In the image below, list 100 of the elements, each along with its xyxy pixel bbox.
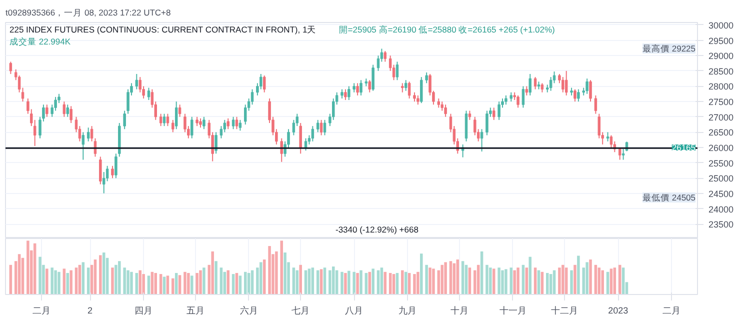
candlestick bbox=[384, 50, 387, 62]
candlestick bbox=[135, 73, 138, 90]
candlestick bbox=[214, 132, 218, 154]
candlestick bbox=[492, 107, 496, 120]
bar bbox=[601, 270, 604, 294]
bar bbox=[401, 270, 404, 294]
bar bbox=[50, 268, 54, 294]
y-tick-label: 26500 bbox=[708, 128, 734, 138]
bar bbox=[138, 270, 142, 294]
bar bbox=[118, 261, 121, 294]
candlestick bbox=[368, 80, 371, 93]
bar bbox=[142, 274, 145, 294]
bar bbox=[456, 260, 460, 294]
candlestick bbox=[586, 78, 588, 94]
annotation: 最低價 24505 bbox=[642, 192, 696, 202]
bar bbox=[126, 270, 130, 294]
candlestick bbox=[352, 82, 356, 93]
bar bbox=[260, 262, 262, 294]
candlestick bbox=[344, 88, 347, 101]
candlestick bbox=[525, 86, 528, 96]
bar bbox=[226, 270, 230, 294]
x-tick-label: 十月 bbox=[450, 306, 468, 316]
chart-subtitle: 開=25905 高=26190 低=25880 收=26165 +265 (+1.02%) bbox=[338, 24, 556, 34]
candlestick bbox=[70, 106, 72, 124]
candlestick bbox=[404, 80, 408, 92]
annotation: 26165 bbox=[672, 142, 696, 152]
candlestick bbox=[360, 80, 362, 96]
bar bbox=[99, 255, 102, 294]
x-tick-label: 六月 bbox=[240, 306, 258, 316]
chart-title: 225 INDEX FUTURES (CONTINUOUS: CURRENT CONTRACT IN FRONT), 1天 bbox=[10, 24, 316, 34]
y-tick-label: 29000 bbox=[708, 51, 734, 62]
bar bbox=[516, 268, 520, 294]
y-tick-label: 27000 bbox=[708, 112, 734, 122]
x-tick-label: 七月 bbox=[292, 306, 310, 316]
bar bbox=[570, 270, 573, 294]
candlestick bbox=[437, 98, 440, 108]
candlestick bbox=[610, 134, 613, 148]
bar bbox=[66, 272, 70, 294]
bar bbox=[348, 270, 350, 294]
bar bbox=[501, 270, 504, 294]
bar bbox=[284, 252, 286, 294]
bar bbox=[172, 278, 174, 294]
bar bbox=[340, 272, 344, 294]
bar bbox=[70, 270, 72, 294]
bar bbox=[82, 262, 85, 294]
y-tick-label: 23500 bbox=[708, 220, 734, 230]
bar bbox=[586, 262, 588, 294]
y-tick-label: 29500 bbox=[708, 36, 734, 46]
bar bbox=[486, 264, 488, 294]
bar bbox=[18, 254, 21, 294]
candlestick bbox=[486, 110, 488, 136]
candlestick bbox=[356, 82, 359, 96]
bar bbox=[58, 272, 60, 294]
candlestick bbox=[159, 113, 162, 127]
candlestick bbox=[190, 116, 194, 139]
candlestick bbox=[199, 118, 202, 128]
candlestick bbox=[86, 127, 90, 142]
candlestick bbox=[401, 82, 404, 93]
candlestick bbox=[311, 126, 314, 142]
bar bbox=[344, 272, 347, 294]
candlestick bbox=[304, 138, 308, 152]
annotation: -3340 (-12.92%) +668 bbox=[336, 224, 419, 234]
candlestick bbox=[562, 76, 564, 93]
x-tick-label: 五月 bbox=[186, 306, 204, 316]
candlestick bbox=[178, 104, 182, 118]
bar bbox=[440, 264, 444, 294]
bar bbox=[356, 272, 359, 294]
bar bbox=[275, 251, 278, 294]
bar bbox=[130, 272, 133, 294]
bar bbox=[558, 268, 561, 294]
candlestick bbox=[172, 119, 174, 133]
bar bbox=[589, 260, 592, 294]
candlestick bbox=[320, 119, 323, 136]
bar bbox=[352, 272, 356, 294]
candlestick bbox=[408, 81, 411, 99]
candlestick bbox=[348, 86, 350, 101]
bar bbox=[114, 264, 118, 294]
candlestick bbox=[340, 88, 344, 99]
candlestick bbox=[594, 94, 598, 114]
candlestick bbox=[323, 119, 326, 136]
bar bbox=[46, 268, 48, 294]
y-tick-label: 25500 bbox=[708, 158, 734, 168]
candlestick bbox=[516, 94, 520, 108]
y-tick-label: 27500 bbox=[708, 97, 734, 108]
candlestick bbox=[46, 104, 48, 118]
candlestick bbox=[280, 138, 283, 162]
bar bbox=[372, 268, 374, 294]
candlestick bbox=[196, 116, 198, 127]
bar bbox=[574, 264, 576, 294]
text: t0928935366，一月 08, 2023 17:22 UTC+8 bbox=[6, 8, 172, 18]
bar bbox=[202, 268, 206, 294]
candlestick bbox=[589, 80, 592, 102]
candlestick bbox=[62, 101, 66, 118]
candlestick bbox=[480, 128, 484, 152]
bar bbox=[268, 246, 271, 294]
bar bbox=[513, 270, 516, 294]
candlestick bbox=[9, 61, 12, 74]
bar bbox=[244, 272, 247, 294]
candlestick bbox=[468, 110, 472, 120]
candlestick bbox=[235, 116, 238, 130]
